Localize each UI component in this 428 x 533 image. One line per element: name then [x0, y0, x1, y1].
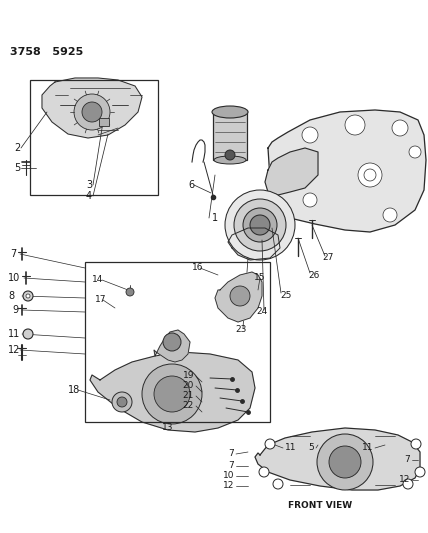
Text: 1: 1	[212, 213, 218, 223]
Circle shape	[230, 286, 250, 306]
Text: 19: 19	[182, 372, 194, 381]
Bar	[99, 118, 109, 126]
Text: 24: 24	[256, 308, 267, 317]
Circle shape	[317, 434, 373, 490]
Ellipse shape	[214, 156, 246, 164]
Text: 23: 23	[235, 326, 247, 335]
Circle shape	[329, 446, 361, 478]
Circle shape	[126, 288, 134, 296]
Circle shape	[302, 127, 318, 143]
Polygon shape	[90, 352, 255, 432]
Ellipse shape	[212, 106, 248, 118]
Text: 16: 16	[192, 263, 203, 272]
Circle shape	[345, 115, 365, 135]
Circle shape	[117, 397, 127, 407]
Text: 22: 22	[183, 401, 194, 410]
Circle shape	[411, 439, 421, 449]
Text: 27: 27	[322, 254, 333, 262]
Text: 5: 5	[14, 163, 20, 173]
Text: 5: 5	[308, 443, 314, 453]
Text: 13: 13	[162, 424, 174, 432]
Circle shape	[225, 150, 235, 160]
Circle shape	[364, 169, 376, 181]
Circle shape	[415, 467, 425, 477]
Circle shape	[403, 479, 413, 489]
Text: FRONT VIEW: FRONT VIEW	[288, 500, 352, 510]
Text: 3758   5925: 3758 5925	[10, 47, 83, 57]
Circle shape	[259, 467, 269, 477]
Circle shape	[303, 193, 317, 207]
Text: 10: 10	[223, 472, 234, 481]
Text: 9: 9	[12, 305, 18, 315]
Text: 7: 7	[404, 456, 410, 464]
Circle shape	[273, 479, 283, 489]
Bar	[85, 262, 270, 422]
Circle shape	[26, 294, 30, 298]
Circle shape	[383, 208, 397, 222]
Bar	[213, 110, 247, 160]
Text: 2: 2	[14, 143, 20, 153]
Text: 17: 17	[95, 295, 107, 304]
Text: 7: 7	[10, 249, 16, 259]
Circle shape	[142, 364, 202, 424]
Circle shape	[409, 146, 421, 158]
Text: 8: 8	[8, 291, 14, 301]
Text: 15: 15	[254, 273, 265, 282]
Circle shape	[392, 120, 408, 136]
Polygon shape	[154, 330, 190, 362]
Text: 3: 3	[86, 180, 92, 190]
Text: 11: 11	[8, 329, 20, 339]
Text: 11: 11	[285, 443, 297, 453]
Text: 4: 4	[86, 191, 92, 201]
Circle shape	[265, 439, 275, 449]
Polygon shape	[268, 110, 426, 232]
Text: 11: 11	[362, 443, 373, 453]
Polygon shape	[228, 228, 280, 260]
Text: 20: 20	[183, 382, 194, 391]
Text: 7: 7	[228, 449, 234, 458]
Polygon shape	[265, 148, 318, 195]
Text: 25: 25	[280, 290, 291, 300]
Text: 12: 12	[223, 481, 234, 490]
Circle shape	[250, 215, 270, 235]
Circle shape	[358, 163, 382, 187]
Text: 12: 12	[8, 345, 21, 355]
Text: 18: 18	[68, 385, 80, 395]
Circle shape	[112, 392, 132, 412]
Text: 10: 10	[8, 273, 20, 283]
Circle shape	[23, 329, 33, 339]
Circle shape	[74, 94, 110, 130]
Circle shape	[82, 102, 102, 122]
Polygon shape	[215, 272, 262, 322]
Text: 21: 21	[183, 392, 194, 400]
Bar	[30, 80, 158, 195]
Circle shape	[243, 208, 277, 242]
Circle shape	[23, 291, 33, 301]
Circle shape	[163, 333, 181, 351]
Text: 26: 26	[308, 271, 319, 279]
Polygon shape	[255, 428, 420, 490]
Text: 7: 7	[228, 462, 234, 471]
Polygon shape	[42, 78, 142, 138]
Circle shape	[225, 190, 295, 260]
Text: 14: 14	[92, 276, 104, 285]
Text: 12: 12	[398, 475, 410, 484]
Circle shape	[234, 199, 286, 251]
Text: 6: 6	[188, 180, 194, 190]
Circle shape	[154, 376, 190, 412]
